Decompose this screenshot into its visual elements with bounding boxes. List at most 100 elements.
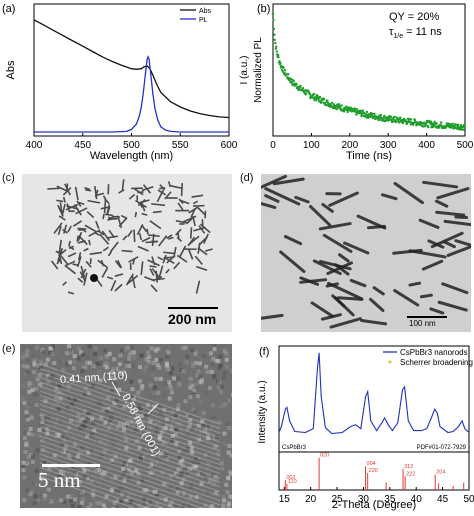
noise-speck <box>159 377 163 381</box>
noise-speck <box>198 380 202 384</box>
noise-speck <box>115 505 119 508</box>
nanorod <box>420 293 433 298</box>
nanorod <box>329 317 362 329</box>
y-axis-label: Intensity (a.u.) <box>257 380 268 443</box>
nanorod <box>129 194 135 200</box>
noise-speck <box>222 442 226 446</box>
noise-speck <box>72 360 76 364</box>
data-point <box>277 54 279 56</box>
noise-speck <box>88 344 92 348</box>
noise-speck <box>191 364 195 368</box>
scalebar-label: 5 nm <box>38 468 81 493</box>
nanorod <box>418 218 440 229</box>
nanorod <box>105 213 114 216</box>
noise-speck <box>131 387 135 391</box>
scalebar-line <box>42 464 100 467</box>
noise-speck <box>208 386 212 390</box>
noise-speck <box>29 345 33 349</box>
nanorod <box>69 210 75 212</box>
noise-speck <box>133 368 137 372</box>
nanorod <box>83 248 88 252</box>
noise-speck <box>22 364 26 368</box>
data-point <box>457 124 459 126</box>
noise-speck <box>223 349 227 353</box>
nanorod <box>144 276 155 282</box>
nanorod <box>127 230 133 237</box>
nanorod <box>165 269 170 274</box>
nanorod <box>157 256 163 260</box>
noise-speck <box>22 468 26 472</box>
noise-speck <box>212 416 216 420</box>
data-point <box>393 116 395 118</box>
nanorod <box>118 189 124 194</box>
noise-speck <box>112 363 116 367</box>
noise-speck <box>48 347 52 351</box>
data-point <box>452 123 454 125</box>
noise-speck <box>126 386 130 390</box>
nanorod <box>104 200 107 214</box>
noise-speck <box>60 358 64 362</box>
tem-image-low-mag: 200 nm <box>22 174 232 332</box>
y-axis-label: I (a.u.) <box>239 56 250 85</box>
data-point <box>390 116 392 118</box>
data-point <box>373 113 375 115</box>
noise-speck <box>99 356 103 360</box>
x-tick-label: 500 <box>457 140 474 151</box>
noise-speck <box>228 390 232 394</box>
nanorod <box>141 225 147 233</box>
noise-speck <box>91 358 95 362</box>
noise-speck <box>144 365 148 369</box>
noise-speck <box>228 355 232 359</box>
noise-speck <box>220 467 224 471</box>
nanorod <box>97 260 108 269</box>
nanorod <box>88 240 91 246</box>
noise-speck <box>171 367 175 371</box>
noise-speck <box>219 390 223 394</box>
noise-speck <box>33 392 37 396</box>
noise-speck <box>23 450 27 454</box>
scalebar-line <box>407 316 447 318</box>
nanorod <box>166 197 177 199</box>
nanorod <box>427 239 445 249</box>
nanorod <box>195 256 203 265</box>
nanorod <box>68 291 74 294</box>
noise-speck <box>46 358 50 362</box>
scalebar-label: 100 nm <box>409 319 436 328</box>
noise-speck <box>226 476 230 480</box>
noise-speck <box>156 363 160 367</box>
noise-speck <box>150 346 154 350</box>
noise-speck <box>73 354 77 358</box>
nanorod <box>87 211 95 218</box>
noise-speck <box>69 499 73 503</box>
noise-speck <box>139 359 143 363</box>
data-point <box>275 46 277 48</box>
noise-speck <box>221 456 225 460</box>
noise-speck <box>202 411 206 415</box>
noise-speck <box>68 360 72 364</box>
data-point <box>273 28 275 30</box>
noise-speck <box>231 367 233 371</box>
noise-speck <box>217 366 221 370</box>
y-axis-label: Abs <box>5 60 17 79</box>
x-tick-label: 50 <box>463 494 474 505</box>
nanorod <box>102 214 104 219</box>
nanorod <box>133 230 135 242</box>
panel-label: (a) <box>2 3 15 15</box>
reference-peak-label: 220 <box>369 468 378 474</box>
noise-speck <box>25 443 29 447</box>
noise-speck <box>198 361 202 365</box>
nanorod <box>121 215 128 219</box>
data-point <box>380 114 382 116</box>
noise-speck <box>29 427 33 431</box>
noise-speck <box>73 498 77 502</box>
data-point <box>287 73 289 75</box>
noise-speck <box>79 363 83 367</box>
noise-speck <box>77 357 81 361</box>
nanorod <box>310 301 334 318</box>
x-axis-label: Time (ns) <box>346 150 392 162</box>
noise-speck <box>165 354 169 358</box>
nanorod <box>177 203 183 211</box>
reference-peak-label: 222 <box>406 471 415 477</box>
